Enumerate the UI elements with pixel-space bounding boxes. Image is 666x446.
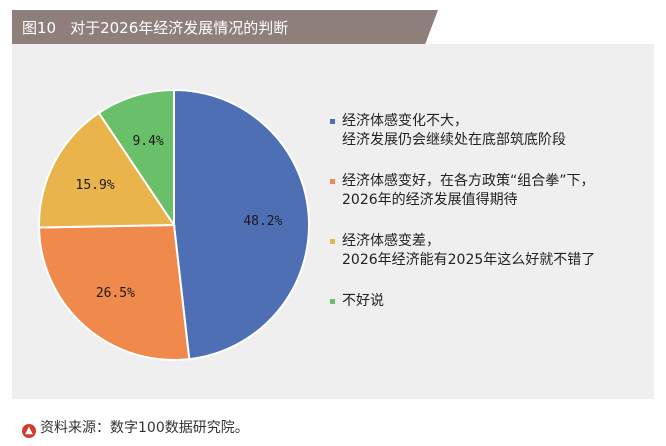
pie-chart: 48.2% 26.5% 15.9% 9.4% (38, 88, 310, 361)
legend-text: 不好说 (342, 293, 384, 309)
figure-title: 图10 对于2026年经济发展情况的判断 (22, 17, 288, 38)
legend-swatch (330, 239, 335, 244)
source-note: ▲ 资料来源：数字100数据研究院。 (22, 417, 249, 438)
legend-swatch (330, 299, 335, 304)
pie-slice-2 (38, 111, 176, 229)
pie-slice-3 (97, 88, 175, 229)
legend-item-0: 经济体感变化不大， 经济发展仍会继续处在底部筑底阶段 (330, 112, 650, 150)
legend-item-2: 经济体感变差， 2026年经济能有2025年这么好就不错了 (330, 232, 650, 270)
legend-text: 经济体感变差， (342, 233, 440, 249)
figure-number: 图10 (22, 19, 57, 37)
legend-text: 经济体感变好，在各方政策“组合拳”下， (342, 173, 595, 189)
legend-swatch (330, 179, 335, 184)
legend-item-3: 不好说 (330, 292, 650, 311)
chart-panel: 48.2% 26.5% 15.9% 9.4% 经济体感变化不大， 经济发展仍会继续处在底… (12, 44, 654, 399)
pie-slice-0 (173, 88, 310, 361)
legend-swatch (330, 119, 335, 124)
chart-title: 对于2026年经济发展情况的判断 (70, 19, 289, 37)
legend-text: 2026年经济能有2025年这么好就不错了 (342, 252, 596, 268)
source-text: 资料来源：数字100数据研究院。 (40, 420, 249, 436)
pie-slice-1 (38, 223, 191, 361)
legend-item-1: 经济体感变好，在各方政策“组合拳”下， 2026年的经济发展值得期待 (330, 172, 650, 210)
legend-text: 经济发展仍会继续处在底部筑底阶段 (342, 132, 566, 148)
legend-text: 2026年的经济发展值得期待 (342, 192, 518, 208)
data-label-3: 9.4% (132, 134, 163, 149)
up-arrow-icon: ▲ (22, 424, 36, 438)
figure-header: 图10 对于2026年经济发展情况的判断 (12, 10, 438, 44)
data-label-0: 48.2% (243, 214, 282, 229)
legend: 经济体感变化不大， 经济发展仍会继续处在底部筑底阶段经济体感变好，在各方政策“组合… (330, 112, 650, 333)
data-label-2: 15.9% (76, 178, 115, 193)
legend-text: 经济体感变化不大， (342, 113, 468, 129)
data-label-1: 26.5% (96, 286, 135, 301)
